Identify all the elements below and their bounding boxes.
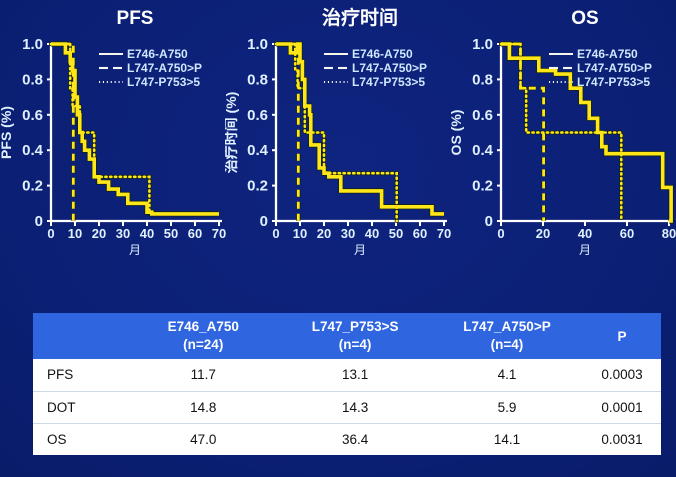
svg-text:60: 60 [413, 226, 427, 241]
svg-text:20: 20 [317, 226, 331, 241]
svg-text:0.8: 0.8 [247, 71, 268, 88]
svg-text:20: 20 [536, 226, 550, 241]
svg-text:50: 50 [164, 226, 178, 241]
svg-text:OS (%): OS (%) [450, 110, 464, 156]
svg-text:70: 70 [437, 226, 451, 241]
svg-text:PFS: PFS [117, 8, 154, 29]
svg-text:1.0: 1.0 [247, 36, 268, 53]
svg-text:L747-P753>5: L747-P753>5 [127, 75, 200, 89]
svg-text:PFS (%): PFS (%) [0, 106, 14, 159]
svg-text:1.0: 1.0 [22, 36, 43, 53]
svg-text:L747-A750>P: L747-A750>P [127, 61, 202, 75]
svg-text:0: 0 [272, 226, 279, 241]
svg-text:30: 30 [341, 226, 355, 241]
svg-text:0.6: 0.6 [22, 107, 43, 124]
svg-text:10: 10 [68, 226, 82, 241]
svg-text:1.0: 1.0 [472, 36, 493, 53]
svg-text:0.4: 0.4 [22, 142, 44, 159]
svg-text:40: 40 [140, 226, 154, 241]
svg-text:OS: OS [571, 8, 598, 29]
svg-text:E746-A750: E746-A750 [127, 47, 188, 61]
svg-text:E746-A750: E746-A750 [352, 47, 413, 61]
svg-text:70: 70 [212, 226, 226, 241]
svg-text:10: 10 [293, 226, 307, 241]
svg-text:E746-A750: E746-A750 [577, 47, 638, 61]
svg-text:0.8: 0.8 [22, 71, 43, 88]
svg-text:0.4: 0.4 [247, 142, 269, 159]
svg-text:月: 月 [354, 243, 366, 257]
svg-text:0.8: 0.8 [472, 71, 493, 88]
svg-text:60: 60 [188, 226, 202, 241]
svg-text:治疗时间: 治疗时间 [322, 6, 398, 29]
svg-text:月: 月 [579, 243, 591, 257]
svg-text:0.6: 0.6 [472, 107, 493, 124]
svg-text:60: 60 [620, 226, 634, 241]
svg-text:L747-P753>5: L747-P753>5 [352, 75, 425, 89]
svg-text:L747-P753>5: L747-P753>5 [577, 75, 650, 89]
svg-text:0.6: 0.6 [247, 107, 268, 124]
svg-text:40: 40 [578, 226, 592, 241]
svg-text:30: 30 [116, 226, 130, 241]
svg-text:0: 0 [260, 213, 268, 230]
svg-text:0.2: 0.2 [472, 178, 493, 195]
svg-text:0: 0 [47, 226, 54, 241]
svg-text:0.2: 0.2 [22, 178, 43, 195]
svg-text:0: 0 [35, 213, 43, 230]
svg-text:0.4: 0.4 [472, 142, 494, 159]
svg-text:L747-A750>P: L747-A750>P [352, 61, 427, 75]
svg-text:0: 0 [485, 213, 493, 230]
svg-text:50: 50 [389, 226, 403, 241]
svg-text:20: 20 [92, 226, 106, 241]
svg-text:0.2: 0.2 [247, 178, 268, 195]
svg-text:治疗时间 (%): 治疗时间 (%) [225, 92, 239, 174]
svg-text:0: 0 [497, 226, 504, 241]
svg-text:月: 月 [129, 243, 141, 257]
svg-text:80: 80 [662, 226, 676, 241]
svg-text:40: 40 [365, 226, 379, 241]
svg-text:L747-A750>P: L747-A750>P [577, 61, 652, 75]
